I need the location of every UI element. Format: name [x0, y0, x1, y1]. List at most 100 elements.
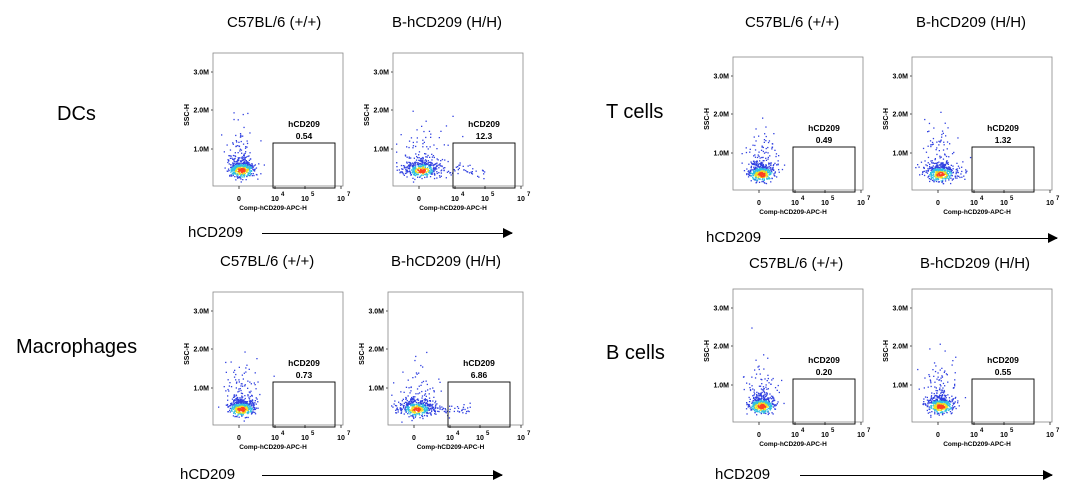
- scatter-point: [241, 410, 243, 412]
- scatter-point: [241, 398, 243, 400]
- scatter-point: [434, 407, 436, 410]
- scatter-point: [233, 404, 235, 406]
- scatter-point: [234, 395, 236, 398]
- scatter-point: [442, 167, 445, 169]
- scatter-point: [945, 176, 947, 178]
- scatter-point: [942, 162, 944, 164]
- scatter-point: [937, 407, 939, 409]
- scatter-point: [941, 397, 943, 400]
- scatter-point: [758, 403, 761, 405]
- scatter-point: [233, 167, 236, 169]
- scatter-point: [945, 373, 948, 375]
- scatter-point: [759, 174, 762, 176]
- scatter-point: [422, 158, 424, 160]
- scatter-point: [424, 390, 427, 392]
- scatter-point: [940, 175, 943, 177]
- scatter-point: [411, 407, 413, 409]
- scatter-point: [940, 404, 942, 406]
- scatter-point: [946, 160, 948, 162]
- scatter-point: [242, 378, 244, 380]
- scatter-point: [418, 167, 420, 169]
- scatter-point: [932, 178, 935, 180]
- scatter-point: [449, 405, 451, 407]
- scatter-point: [770, 173, 772, 175]
- scatter-point: [412, 177, 414, 179]
- scatter-point: [236, 381, 238, 383]
- scatter-point: [936, 171, 938, 173]
- scatter-point: [424, 404, 426, 406]
- scatter-point: [936, 408, 938, 410]
- scatter-point: [411, 398, 413, 401]
- scatter-point: [244, 157, 246, 160]
- scatter-point: [755, 163, 757, 165]
- scatter-point: [233, 159, 235, 161]
- scatter-point: [246, 167, 249, 169]
- scatter-point: [754, 402, 756, 405]
- scatter-point: [756, 399, 759, 401]
- scatter-point: [754, 407, 756, 409]
- scatter-point: [236, 406, 238, 408]
- scatter-point: [767, 171, 769, 174]
- scatter-point: [760, 411, 763, 413]
- scatter-point: [421, 159, 423, 161]
- scatter-point: [249, 402, 251, 404]
- scatter-point: [767, 158, 769, 160]
- scatter-point: [752, 397, 755, 400]
- y-tick-label: 3.0M: [193, 70, 209, 77]
- scatter-point: [761, 164, 763, 166]
- x-tick-exponent: 4: [801, 196, 805, 202]
- scatter-point: [763, 173, 765, 175]
- scatter-point: [768, 403, 771, 405]
- scatter-point: [244, 403, 246, 405]
- scatter-point: [965, 172, 967, 174]
- scatter-point: [430, 136, 432, 138]
- scatter-point: [950, 182, 952, 185]
- scatter-point: [246, 402, 249, 405]
- scatter-point: [423, 160, 425, 162]
- scatter-point: [415, 403, 418, 406]
- scatter-point: [769, 173, 771, 175]
- scatter-point: [238, 172, 240, 175]
- scatter-point: [943, 391, 946, 393]
- scatter-point: [252, 403, 254, 406]
- scatter-point: [757, 366, 759, 368]
- scatter-point: [941, 406, 943, 408]
- scatter-point: [416, 405, 419, 407]
- scatter-point: [240, 408, 242, 410]
- scatter-point: [760, 395, 763, 397]
- scatter-point: [391, 405, 393, 407]
- scatter-point: [418, 392, 421, 394]
- scatter-point: [482, 170, 484, 172]
- scatter-point: [933, 127, 935, 129]
- scatter-point: [424, 403, 427, 405]
- scatter-point: [238, 404, 241, 407]
- scatter-point: [422, 417, 424, 420]
- scatter-point: [756, 391, 758, 393]
- scatter-point: [757, 162, 759, 164]
- scatter-point: [438, 167, 440, 169]
- scatter-point: [234, 168, 236, 170]
- scatter-point: [948, 177, 951, 179]
- scatter-point: [438, 175, 441, 177]
- scatter-point: [232, 401, 235, 403]
- scatter-point: [235, 387, 237, 389]
- scatter-point: [747, 403, 749, 406]
- scatter-point: [935, 177, 937, 179]
- scatter-point: [941, 174, 943, 176]
- scatter-point: [242, 162, 245, 164]
- scatter-point: [422, 171, 424, 173]
- scatter-point: [772, 399, 774, 402]
- scatter-point: [438, 137, 440, 139]
- scatter-point: [240, 157, 242, 159]
- scatter-point: [768, 162, 770, 164]
- scatter-point: [945, 172, 947, 174]
- scatter-point: [408, 416, 410, 418]
- scatter-point: [444, 408, 446, 410]
- scatter-point: [245, 161, 247, 163]
- scatter-point: [930, 172, 932, 174]
- scatter-point: [941, 173, 944, 175]
- scatter-point: [931, 175, 933, 177]
- scatter-point: [235, 166, 237, 168]
- scatter-point: [756, 174, 758, 176]
- scatter-point: [410, 399, 412, 401]
